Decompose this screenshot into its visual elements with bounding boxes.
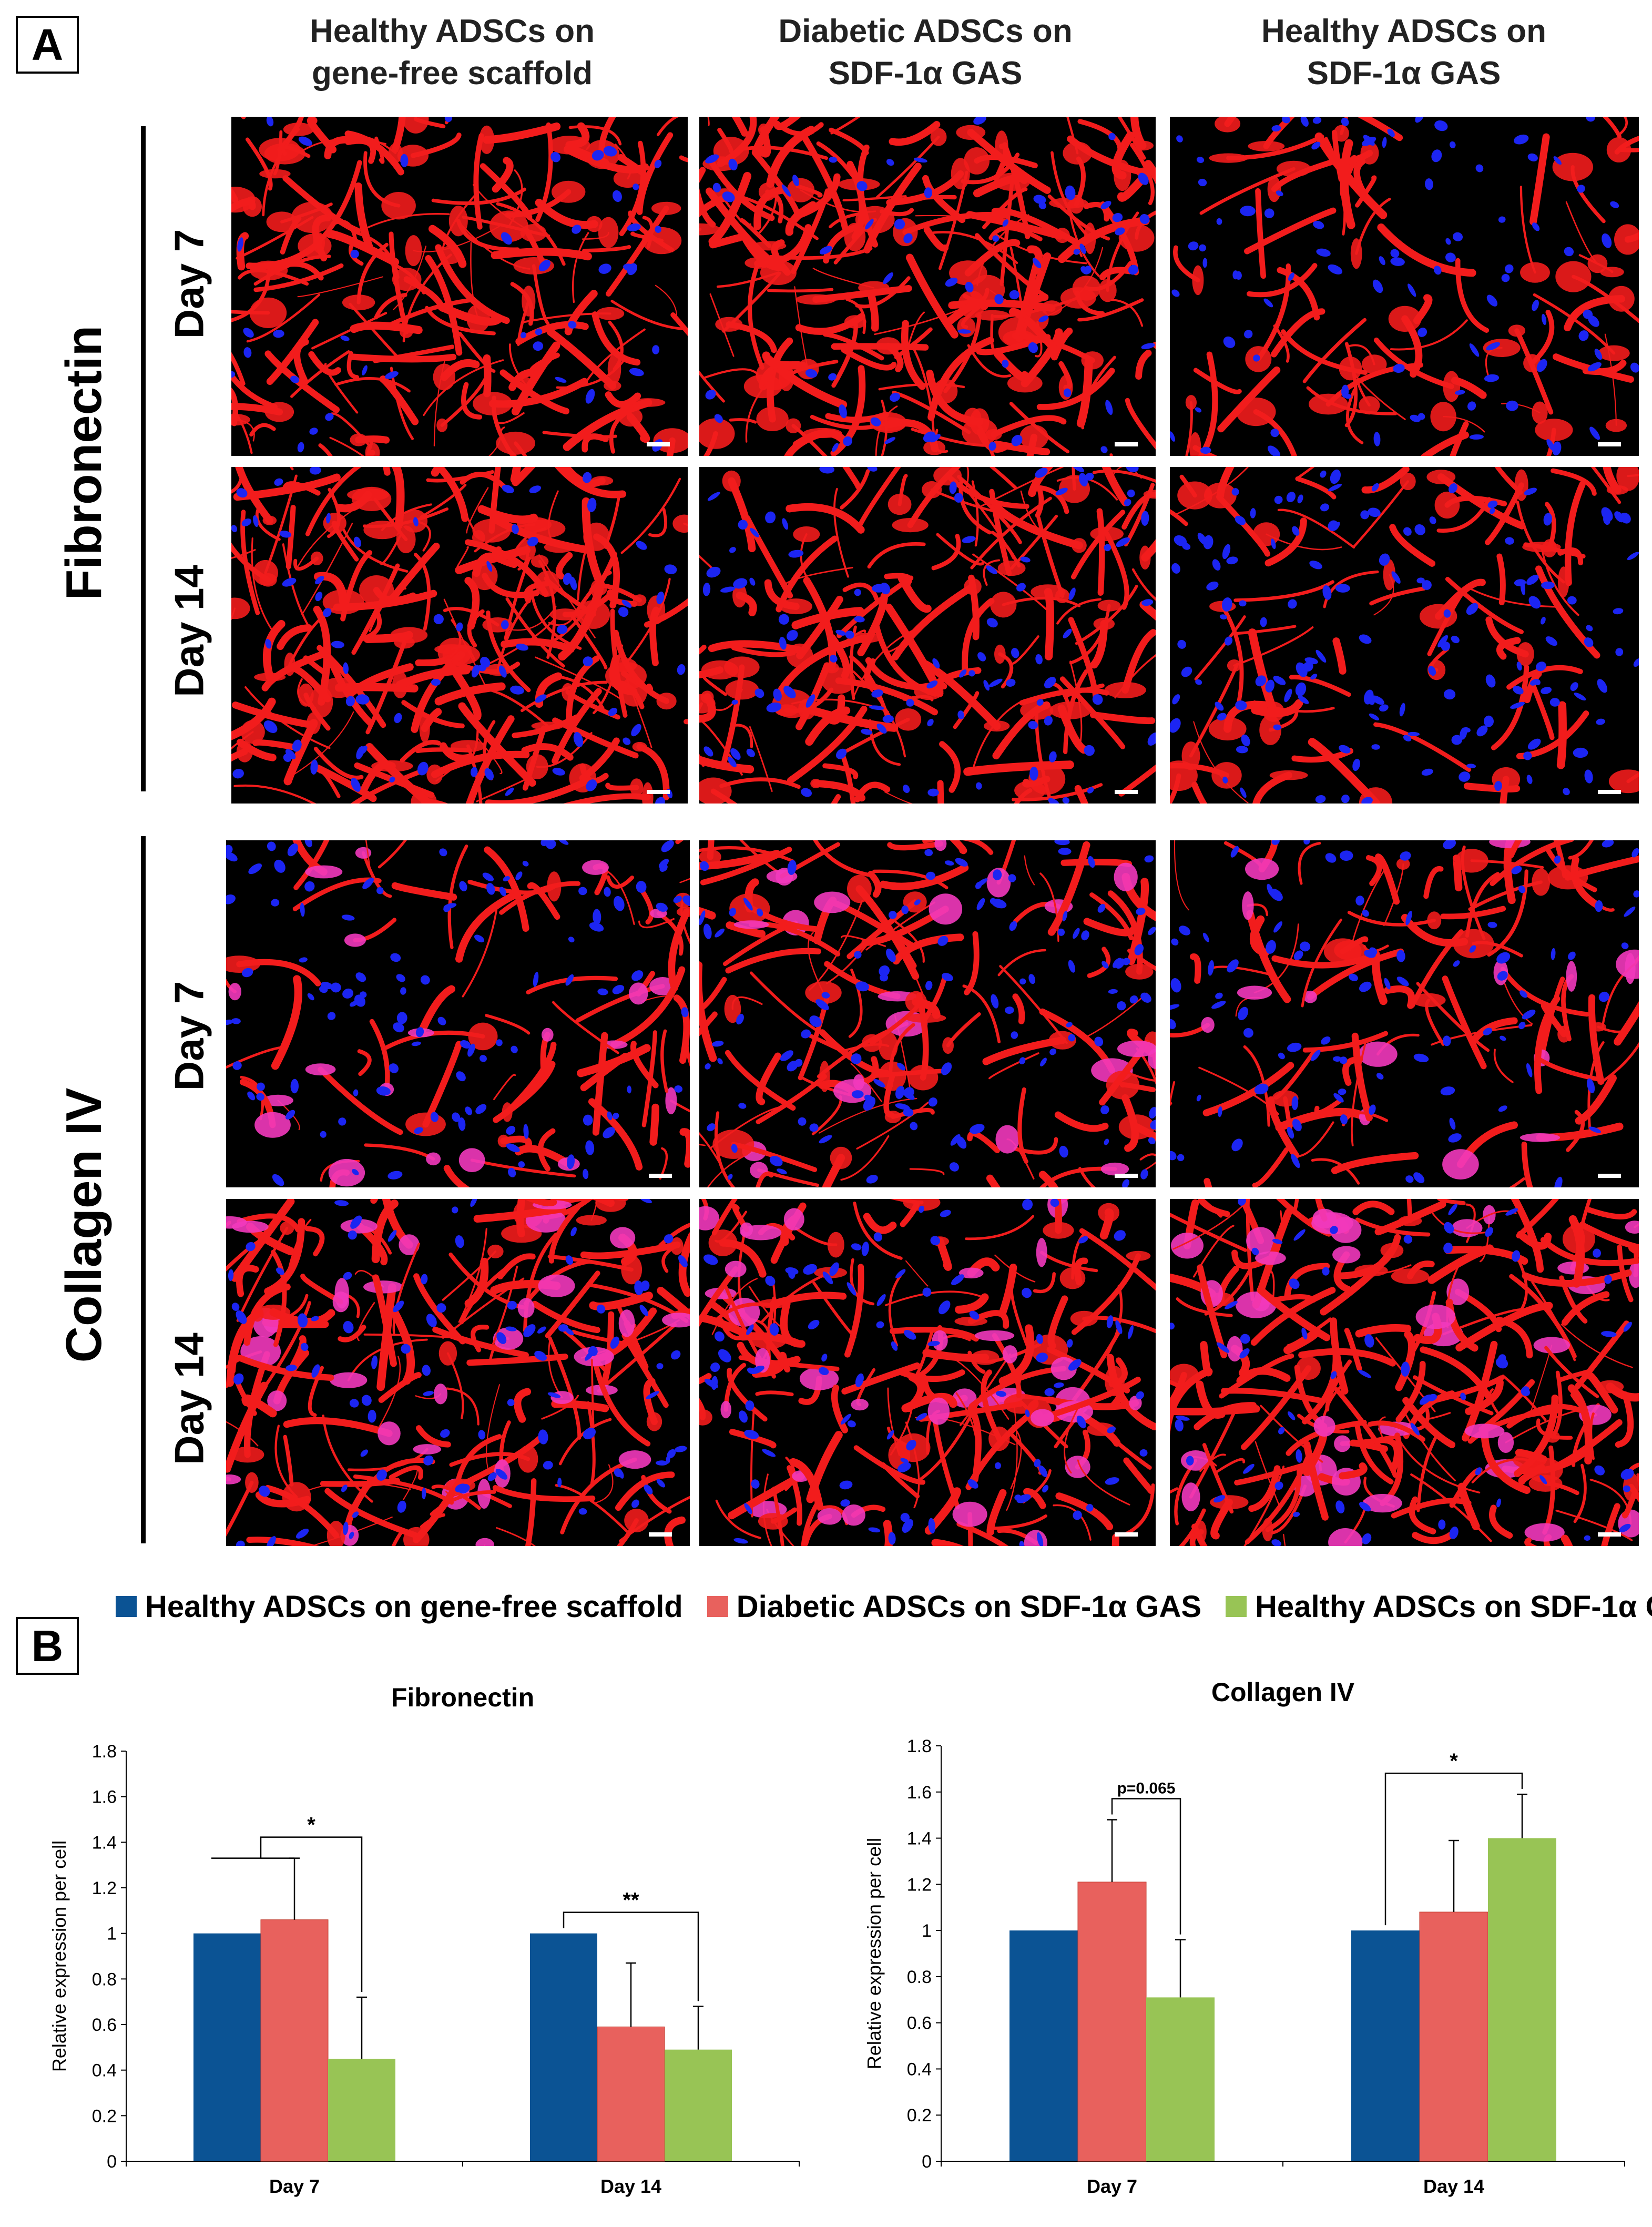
significance-bracket — [1384, 1772, 1523, 1926]
bar-1-series0-cat0 — [1009, 1930, 1078, 2161]
y-tick-label: 0.8 — [907, 1967, 932, 1987]
bar-0-series1-cat1 — [597, 2026, 665, 2162]
legend-item-diabetic-gas: Diabetic ADSCs on SDF-1α GAS — [707, 1589, 1201, 1624]
micrograph-collagen-day14-diabetic-gas — [699, 1199, 1156, 1546]
collagen-iv-bar-chart: Collagen IV 0 0.2 0.4 0.6 0.8 1 1.2 1.4 1.6 1.8 Day… — [863, 1677, 1625, 2197]
column-header-3-line1: Healthy ADSCs on — [1261, 13, 1546, 49]
column-header-1-line2: gene-free scaffold — [311, 55, 593, 91]
y-axis-label: Relative expression per cell — [48, 1840, 70, 2072]
y-tick-label: 0.8 — [92, 1969, 117, 1989]
row-label-collagen-day7: Day 7 — [166, 981, 212, 1091]
significance-bracket — [1111, 1798, 1181, 1935]
y-tick-label: 1.6 — [907, 1783, 932, 1803]
micrograph-collagen-day7-healthy-gas — [1170, 840, 1639, 1187]
significance-label: * — [307, 1814, 315, 1837]
bar-0-series2-cat1 — [665, 2049, 732, 2161]
legend-item-healthy-gas: Healthy ADSCs on SDF-1α GAS — [1226, 1589, 1652, 1624]
y-tick-label: 1.2 — [907, 1875, 932, 1895]
micrograph-collagen-day7-diabetic-gas — [699, 840, 1156, 1187]
micrograph-collagen-day7-healthy-gene-free — [226, 840, 690, 1187]
legend-item-healthy-gene-free: Healthy ADSCs on gene-free scaffold — [116, 1589, 683, 1624]
column-header-2-line1: Diabetic ADSCs on — [778, 13, 1073, 49]
x-category-label: Day 14 — [600, 2175, 661, 2197]
column-header-1-line1: Healthy ADSCs on — [309, 13, 595, 49]
y-tick-label: 0.4 — [92, 2061, 117, 2081]
bar-0-series1-cat0 — [260, 1919, 329, 2162]
x-category-label: Day 7 — [269, 2175, 320, 2197]
y-tick-label: 1.4 — [92, 1833, 117, 1853]
panel-b-letter: B — [16, 1617, 79, 1675]
y-tick-label: 1 — [922, 1921, 932, 1941]
significance-bracket — [260, 1836, 363, 1992]
y-tick-label: 0.6 — [92, 2015, 117, 2035]
bar-0-series0-cat1 — [530, 1933, 597, 2161]
significance-bracket — [563, 1911, 699, 2001]
bar-0-series0-cat0 — [193, 1933, 261, 2161]
y-tick-label: 1.8 — [907, 1736, 932, 1756]
legend-label-healthy-gene-free: Healthy ADSCs on gene-free scaffold — [145, 1589, 683, 1624]
column-header-2: Diabetic ADSCs on SDF-1α GAS — [694, 11, 1157, 95]
significance-label: ** — [623, 1889, 639, 1912]
micrograph-fibronectin-day7-healthy-gene-free — [231, 117, 688, 456]
y-axis-label: Relative expression per cell — [863, 1838, 885, 2069]
y-tick-label: 0 — [107, 2152, 117, 2172]
row-label-collagen-day14: Day 14 — [166, 1333, 212, 1465]
micrograph-fibronectin-day14-diabetic-gas — [699, 467, 1156, 804]
micrograph-fibronectin-day7-diabetic-gas — [699, 117, 1156, 456]
y-tick-label: 0.2 — [907, 2106, 932, 2126]
bar-1-series2-cat0 — [1146, 1997, 1215, 2161]
bar-1-series0-cat1 — [1351, 1930, 1420, 2161]
column-header-1: Healthy ADSCs on gene-free scaffold — [221, 11, 684, 95]
bar-1-series1-cat1 — [1419, 1911, 1488, 2162]
chart-legend: Healthy ADSCs on gene-free scaffold Diab… — [116, 1583, 1652, 1630]
y-tick-label: 1.6 — [92, 1787, 117, 1807]
bar-1-series1-cat0 — [1077, 1882, 1147, 2162]
legend-label-diabetic-gas: Diabetic ADSCs on SDF-1α GAS — [736, 1589, 1202, 1624]
group-divider-fibronectin — [141, 126, 146, 791]
micrograph-collagen-day14-healthy-gene-free — [226, 1199, 690, 1546]
bar-1-series2-cat1 — [1488, 1838, 1556, 2161]
y-tick-label: 0 — [922, 2152, 932, 2172]
y-tick-label: 1.4 — [907, 1829, 932, 1849]
significance-label: * — [1450, 1750, 1458, 1773]
legend-swatch-green — [1226, 1596, 1247, 1617]
micrograph-collagen-day14-healthy-gas — [1170, 1199, 1639, 1546]
panel-a-letter: A — [16, 16, 79, 74]
y-tick-label: 1 — [107, 1924, 117, 1944]
bar-0-series2-cat0 — [328, 2059, 395, 2161]
micrograph-fibronectin-day14-healthy-gas — [1170, 467, 1639, 804]
y-tick-label: 1.8 — [92, 1742, 117, 1762]
row-label-fibronectin-day14: Day 14 — [166, 565, 212, 697]
legend-swatch-red — [707, 1596, 728, 1617]
x-category-label: Day 7 — [1087, 2175, 1137, 2197]
group-label-fibronectin: Fibronectin — [56, 325, 112, 601]
chart-title: Collagen IV — [1211, 1677, 1355, 1707]
y-tick-label: 0.2 — [92, 2106, 117, 2126]
group-divider-collagen — [141, 836, 146, 1543]
micrograph-fibronectin-day14-healthy-gene-free — [231, 467, 688, 804]
fibronectin-bar-chart: Fibronectin 0 0.2 0.4 0.6 0.8 1 1.2 1.4 1.6 1.8 Day… — [48, 1683, 800, 2197]
micrograph-fibronectin-day7-healthy-gas — [1170, 117, 1639, 456]
significance-label: p=0.065 — [1117, 1779, 1176, 1797]
y-tick-label: 0.6 — [907, 2014, 932, 2033]
y-tick-label: 0.4 — [907, 2059, 932, 2079]
row-label-fibronectin-day7: Day 7 — [166, 229, 212, 339]
legend-swatch-blue — [116, 1596, 137, 1617]
column-header-3-line2: SDF-1α GAS — [1307, 55, 1501, 91]
column-header-3: Healthy ADSCs on SDF-1α GAS — [1172, 11, 1635, 95]
chart-title: Fibronectin — [391, 1683, 534, 1712]
legend-label-healthy-gas: Healthy ADSCs on SDF-1α GAS — [1255, 1589, 1652, 1624]
y-tick-label: 1.2 — [92, 1878, 117, 1898]
group-label-collagen: Collagen IV — [56, 1087, 112, 1363]
column-header-2-line2: SDF-1α GAS — [828, 55, 1023, 91]
x-category-label: Day 14 — [1423, 2175, 1484, 2197]
